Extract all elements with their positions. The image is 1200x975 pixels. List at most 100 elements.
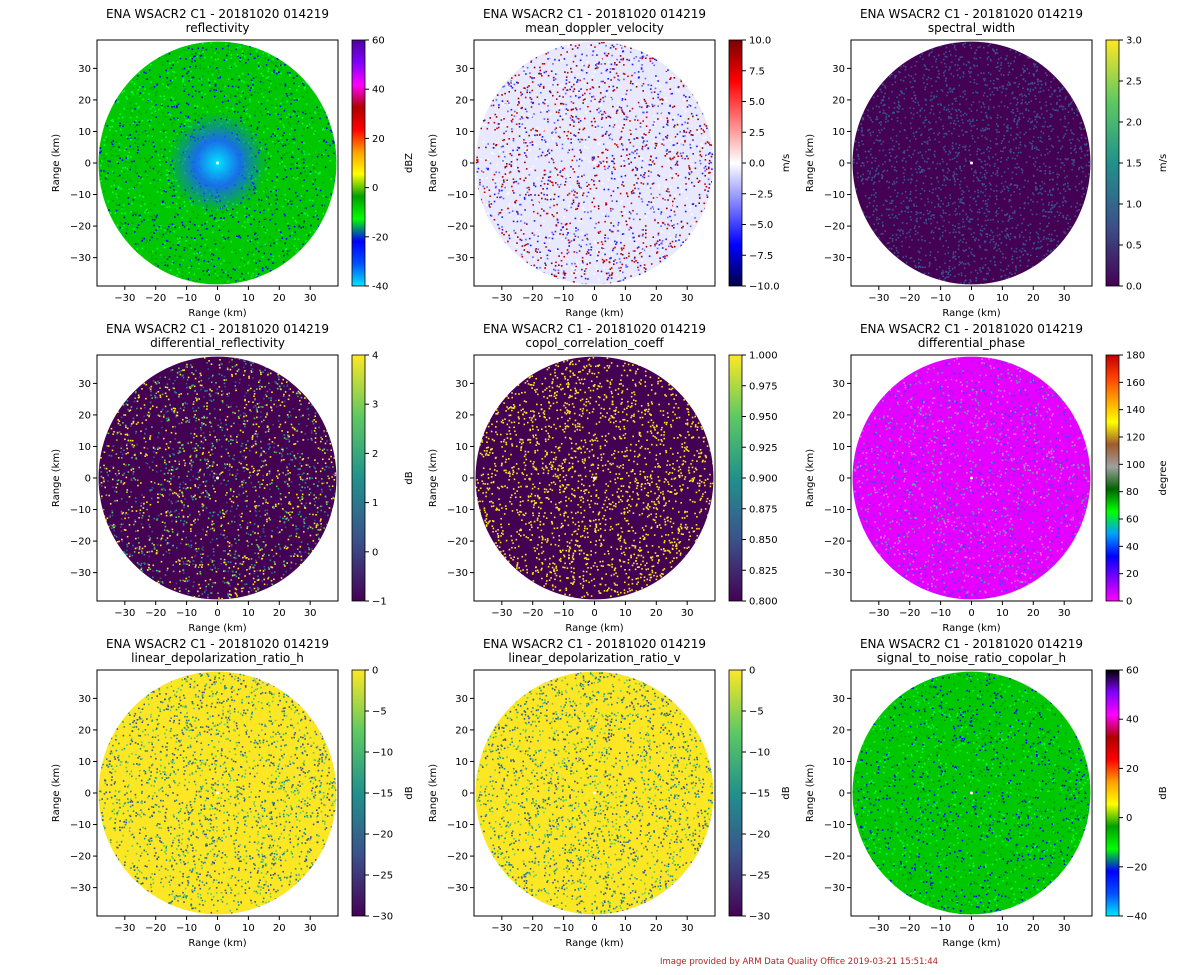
x-tick-label: 30: [304, 608, 317, 619]
y-tick-label: 10: [78, 442, 91, 453]
colorbar-tick-label: 0: [372, 666, 378, 677]
radar-speckle: [98, 671, 337, 915]
colorbar-tick-label: −5: [749, 707, 764, 718]
x-axis-label: Range (km): [565, 623, 623, 634]
y-axis-label: Range (km): [51, 134, 62, 192]
x-tick-label: −20: [522, 293, 543, 304]
x-tick-label: 10: [619, 293, 632, 304]
colorbar-tick-label: 3.0: [1126, 36, 1142, 47]
x-tick-label: −10: [930, 923, 951, 934]
x-tick-label: −10: [176, 923, 197, 934]
colorbar-tick-label: 0: [749, 666, 755, 677]
chart-subtitle: differential_reflectivity: [150, 336, 285, 350]
x-axis-label: Range (km): [188, 938, 246, 949]
y-axis-label: Range (km): [428, 764, 439, 822]
colorbar-tick-label: −20: [372, 830, 393, 841]
colorbar-tick-label: 40: [1126, 715, 1139, 726]
colorbar-label: m/s: [1158, 154, 1169, 172]
colorbar-tick-label: 180: [1126, 351, 1145, 362]
colorbar-tick-label: 10.0: [749, 36, 771, 47]
x-tick-label: −10: [930, 608, 951, 619]
colorbar-tick-label: 5.0: [749, 97, 765, 108]
chart-panel-2: ENA WSACR2 C1 - 20181020 014219mean_dopp…: [428, 7, 792, 319]
chart-panel-9: ENA WSACR2 C1 - 20181020 014219signal_to…: [805, 637, 1169, 949]
colorbar: [728, 669, 743, 917]
x-tick-label: −10: [176, 608, 197, 619]
radar-speckle: [475, 671, 714, 915]
colorbar-tick-label: −25: [372, 871, 393, 882]
colorbar-tick-label: 100: [1126, 460, 1145, 471]
colorbar-tick-label: 2.0: [1126, 118, 1142, 129]
chart-panel-5: ENA WSACR2 C1 - 20181020 014219copol_cor…: [428, 322, 778, 634]
y-tick-label: −20: [824, 852, 845, 863]
y-tick-label: −30: [824, 253, 845, 264]
radar-site: [970, 791, 973, 795]
colorbar-tick-label: 2.5: [1126, 77, 1142, 88]
x-tick-label: −10: [553, 923, 574, 934]
y-tick-label: −30: [70, 568, 91, 579]
colorbar-tick-label: 0.950: [749, 412, 778, 423]
radar-site: [593, 476, 596, 480]
y-tick-label: 30: [455, 379, 468, 390]
colorbar-tick-label: 0.850: [749, 535, 778, 546]
y-axis-label: Range (km): [805, 449, 816, 507]
x-tick-label: 0: [214, 293, 220, 304]
y-tick-label: 0: [85, 159, 91, 170]
colorbar-tick-label: 140: [1126, 405, 1145, 416]
y-tick-label: −20: [70, 537, 91, 548]
chart-subtitle: mean_doppler_velocity: [525, 21, 664, 35]
x-tick-label: −10: [553, 293, 574, 304]
chart-subtitle: linear_depolarization_ratio_h: [131, 651, 304, 665]
y-tick-label: 20: [455, 725, 468, 736]
chart-subtitle: linear_depolarization_ratio_v: [508, 651, 680, 665]
colorbar-tick-label: −30: [749, 912, 770, 923]
x-tick-label: 0: [968, 608, 974, 619]
x-axis-label: Range (km): [565, 938, 623, 949]
y-tick-label: −10: [70, 190, 91, 201]
y-tick-label: 30: [78, 64, 91, 75]
radar-site: [216, 791, 219, 795]
y-tick-label: −10: [824, 190, 845, 201]
colorbar-tick-label: −20: [1126, 862, 1147, 873]
x-tick-label: −20: [145, 923, 166, 934]
y-tick-label: 30: [832, 379, 845, 390]
colorbar-tick-label: −15: [372, 789, 393, 800]
x-tick-label: −10: [553, 608, 574, 619]
x-tick-label: −20: [145, 293, 166, 304]
radar-site: [970, 161, 973, 165]
colorbar-tick-label: 40: [372, 85, 385, 96]
x-tick-label: 0: [591, 293, 597, 304]
x-tick-label: 10: [242, 608, 255, 619]
colorbar-label: dB: [404, 786, 415, 799]
chart-panel-7: ENA WSACR2 C1 - 20181020 014219linear_de…: [51, 637, 415, 949]
colorbar-tick-label: 2.5: [749, 128, 765, 139]
colorbar-tick-label: -40: [372, 282, 388, 293]
x-tick-label: 10: [996, 293, 1009, 304]
colorbar-tick-label: 2: [372, 449, 378, 460]
x-tick-label: 20: [650, 923, 663, 934]
colorbar-tick-label: −10: [372, 748, 393, 759]
y-tick-label: −30: [70, 253, 91, 264]
y-axis-label: Range (km): [428, 449, 439, 507]
colorbar-tick-label: 1.5: [1126, 159, 1142, 170]
colorbar-tick-label: 40: [1126, 542, 1139, 553]
y-tick-label: 10: [832, 442, 845, 453]
y-axis-label: Range (km): [428, 134, 439, 192]
y-axis-label: Range (km): [51, 764, 62, 822]
y-tick-label: −10: [447, 505, 468, 516]
colorbar-tick-label: 0.975: [749, 381, 778, 392]
footer-credit: Image provided by ARM Data Quality Offic…: [660, 957, 938, 967]
x-tick-label: 10: [996, 923, 1009, 934]
x-tick-label: 10: [242, 923, 255, 934]
chart-subtitle: reflectivity: [186, 21, 250, 35]
y-tick-label: −20: [70, 222, 91, 233]
x-tick-label: 10: [996, 608, 1009, 619]
x-axis-label: Range (km): [565, 308, 623, 319]
colorbar-tick-label: 1.000: [749, 351, 778, 362]
x-tick-label: 30: [681, 923, 694, 934]
colorbar-tick-label: 0.925: [749, 443, 778, 454]
x-tick-label: −20: [522, 608, 543, 619]
y-tick-label: −10: [70, 820, 91, 831]
y-axis-label: Range (km): [805, 134, 816, 192]
radar-site: [970, 476, 973, 480]
